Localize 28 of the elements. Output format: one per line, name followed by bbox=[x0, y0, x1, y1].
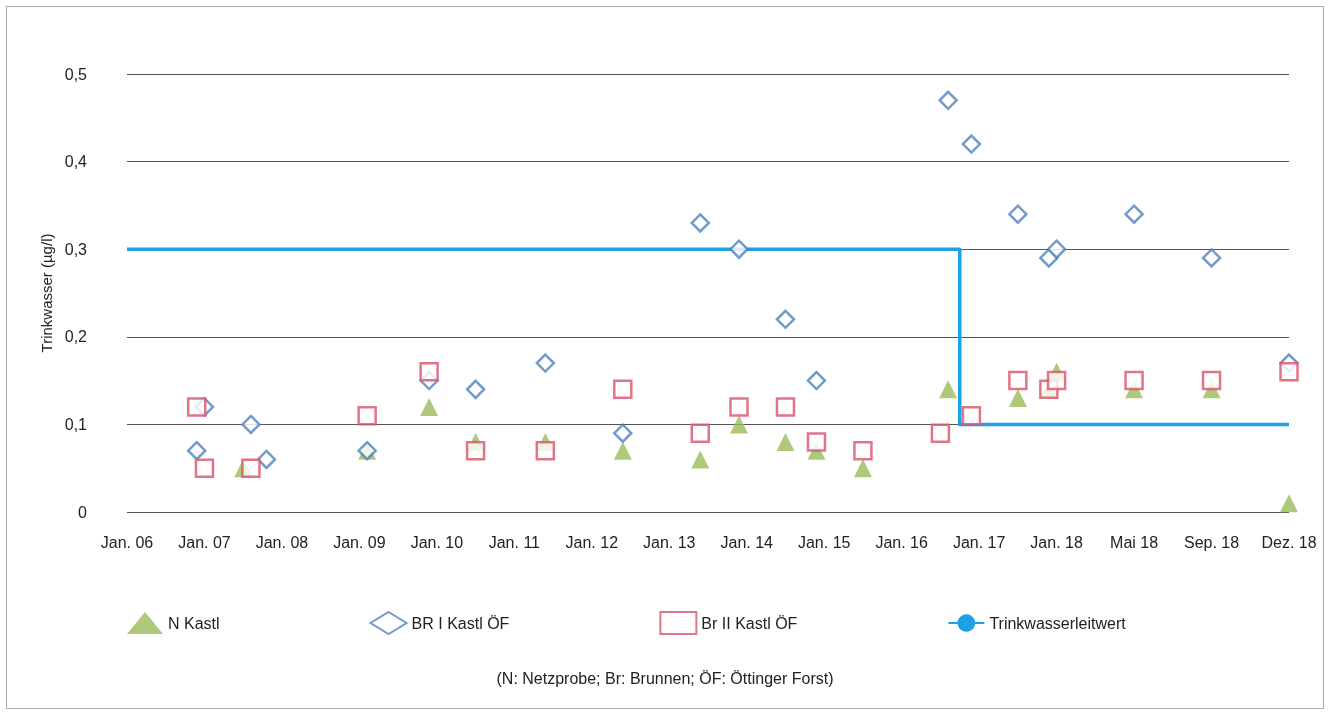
x-tick-label: Sep. 18 bbox=[1183, 533, 1240, 551]
x-tick-label: Jan. 17 bbox=[952, 533, 1006, 551]
y-tick-label: 0,1 bbox=[64, 415, 88, 433]
y-tick-label: 0,5 bbox=[64, 65, 88, 83]
x-tick-label: Jan. 09 bbox=[333, 533, 386, 551]
x-tick-label: Jan. 12 bbox=[565, 533, 619, 551]
x-tick-label: Jan. 06 bbox=[100, 533, 154, 551]
x-tick-label: Dez. 18 bbox=[1261, 533, 1317, 551]
y-tick-label: 0 bbox=[78, 503, 88, 521]
x-tick-label: Jan. 11 bbox=[488, 533, 541, 551]
y-tick-label: 0,2 bbox=[64, 328, 88, 346]
y-tick-label: 0,4 bbox=[64, 153, 88, 171]
x-tick-label: Jan. 15 bbox=[797, 533, 851, 551]
legend-label: Br II Kastl ÖF bbox=[701, 614, 798, 632]
x-tick-label: Jan. 14 bbox=[720, 533, 774, 551]
text: (N: Netzprobe; Br: Brunnen; ÖF: Öttinger Forst) bbox=[496, 669, 834, 687]
legend-label: Trinkwasserleitwert bbox=[989, 614, 1127, 632]
y-axis-title: Trinkwasser (µg/l) bbox=[37, 233, 55, 353]
x-tick-label: Jan. 18 bbox=[1030, 533, 1083, 551]
legend-label: BR I Kastl ÖF bbox=[411, 614, 510, 632]
x-tick-label: Jan. 13 bbox=[643, 533, 696, 551]
x-tick-label: Jan. 08 bbox=[255, 533, 309, 551]
x-tick-label: Mai 18 bbox=[1110, 533, 1159, 551]
legend-label: N Kastl bbox=[168, 614, 220, 632]
x-tick-label: Jan. 16 bbox=[875, 533, 929, 551]
x-tick-label: Jan. 07 bbox=[178, 533, 231, 551]
y-tick-label: 0,3 bbox=[64, 240, 88, 258]
x-tick-label: Jan. 10 bbox=[410, 533, 464, 551]
